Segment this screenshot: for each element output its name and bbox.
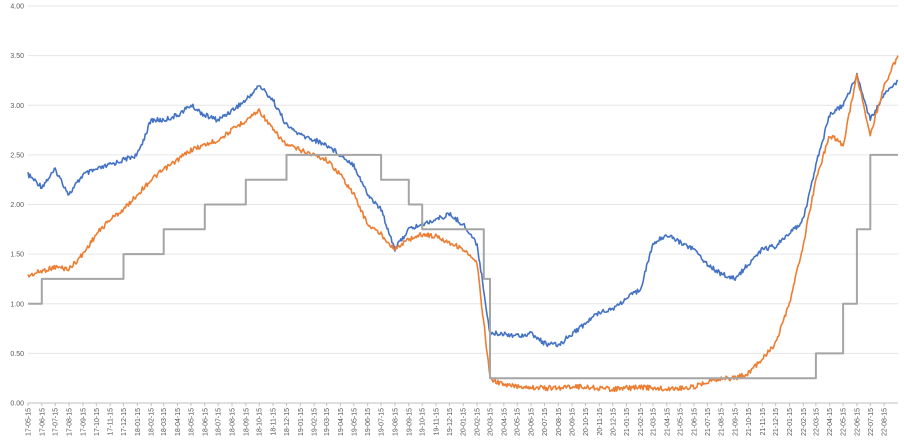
y-tick-label: 0.50 [10,351,24,358]
x-tick-label: 18-05-15 [188,408,195,436]
y-tick-label: 4.00 [10,4,24,11]
x-tick-label: 21-10-15 [746,408,753,436]
series-gray-step-line [28,153,898,380]
x-tick-label: 21-09-15 [733,408,740,436]
x-tick-label: 20-10-15 [583,408,590,436]
x-tick-label: 18-06-15 [202,408,209,436]
x-tick-label: 20-12-15 [610,408,617,436]
x-tick-label: 20-01-15 [461,408,468,436]
y-tick-label: 1.00 [10,301,24,308]
x-tick-label: 22-03-15 [813,408,820,436]
x-tick-label: 18-12-15 [284,408,291,436]
x-tick-label: 18-01-15 [135,408,142,436]
x-tick-label: 18-04-15 [175,408,182,436]
series-blue-line [27,72,899,348]
x-tick-label: 22-04-15 [827,408,834,436]
x-tick-label: 19-05-15 [351,408,358,436]
x-tick-label: 22-01-15 [787,408,794,436]
y-tick-label: 1.50 [10,252,24,259]
x-tick-label: 20-06-15 [529,408,536,436]
x-tick-label: 22-06-15 [854,408,861,436]
x-tick-label: 17-12-15 [121,408,128,436]
x-tick-label: 18-10-15 [257,408,264,436]
x-tick-label: 17-10-15 [94,408,101,436]
x-tick-label: 19-06-15 [365,408,372,436]
x-tick-label: 19-08-15 [392,408,399,436]
gridlines [28,5,898,404]
x-tick-label: 21-04-15 [664,408,671,436]
x-tick-labels: 17-05-15 17-06-15 17-07-15 17-08-15 17-09-15… [26,408,889,436]
x-tick-label: 17-06-15 [39,408,46,436]
x-tick-label: 19-12-15 [447,408,454,436]
x-tick-label: 22-07-15 [868,408,875,436]
x-tick-label: 20-02-15 [475,408,482,436]
y-tick-label: 0.00 [10,401,24,408]
x-tick-label: 22-08-15 [882,408,889,436]
x-tick-label: 22-02-15 [801,408,808,436]
x-tick-label: 17-08-15 [67,408,74,436]
x-tick-label: 19-04-15 [338,408,345,436]
x-tick-label: 19-09-15 [406,408,413,436]
x-tick-label: 19-03-15 [324,408,331,436]
x-tick-label: 19-11-15 [433,408,440,436]
x-tick-label: 19-01-15 [298,408,305,436]
x-tick-label: 19-10-15 [420,408,427,436]
x-tick-label: 17-07-15 [53,408,60,436]
x-tick-label: 21-01-15 [624,408,631,436]
x-tick-label: 21-07-15 [705,408,712,436]
x-tick-label: 22-05-15 [841,408,848,436]
x-tick-label: 20-07-15 [542,408,549,436]
x-tick-label: 18-08-15 [229,408,236,436]
x-tick-label: 17-11-15 [108,408,115,436]
x-tick-label: 20-08-15 [556,408,563,436]
x-tick-label: 17-05-15 [26,408,33,436]
y-tick-label: 2.50 [10,152,24,159]
y-tick-label: 3.00 [10,103,24,110]
x-tick-label: 20-03-15 [488,408,495,436]
y-tick-labels: 0.00 0.50 1.00 1.50 2.00 2.50 3.00 3.50 4.00 [10,4,24,408]
x-tick-label: 17-09-15 [80,408,87,436]
x-tick-label: 20-11-15 [597,408,604,436]
x-tick-label: 19-07-15 [379,408,386,436]
x-tick-label: 21-06-15 [692,408,699,436]
axes [27,402,898,406]
x-tick-label: 20-05-15 [515,408,522,436]
x-tick-label: 21-05-15 [678,408,685,436]
x-tick-label: 21-03-15 [650,408,657,436]
x-tick-label: 20-09-15 [570,408,577,436]
x-tick-label: 21-12-15 [773,408,780,436]
x-tick-label: 21-11-15 [760,408,767,436]
x-tick-label: 18-11-15 [271,408,278,436]
x-tick-label: 21-02-15 [638,408,645,436]
x-tick-label: 18-02-15 [149,408,156,436]
y-tick-label: 2.00 [10,202,24,209]
series-orange-line [27,55,899,393]
x-tick-label: 20-04-15 [501,408,508,436]
y-tick-label: 3.50 [10,53,24,60]
x-tick-label: 18-03-15 [161,408,168,436]
series-lines [27,55,899,393]
x-tick-label: 18-07-15 [216,408,223,436]
x-tick-label: 18-09-15 [243,408,250,436]
x-tick-label: 21-08-15 [719,408,726,436]
x-tick-label: 19-02-15 [312,408,319,436]
